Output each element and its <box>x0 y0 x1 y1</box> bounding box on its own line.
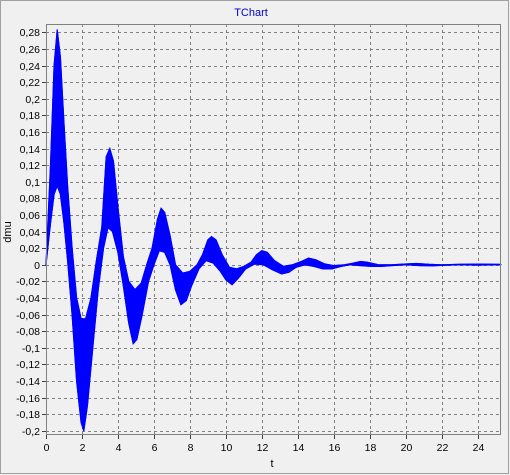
x-axis: 0 2 4 6 8 10 12 14 16 18 20 22 24 <box>44 435 485 454</box>
x-tick-label: 24 <box>473 442 485 454</box>
x-tick-label: 20 <box>401 442 413 454</box>
y-tick-label: -0,1 <box>22 343 40 355</box>
y-tick-label: -0,16 <box>16 393 40 405</box>
x-tick-label: 16 <box>329 442 341 454</box>
plot-border <box>46 24 501 435</box>
series-upper-line <box>45 29 502 320</box>
y-tick-label: -0,08 <box>16 326 40 338</box>
y-tick-label: 0 <box>34 260 40 272</box>
series-layer <box>45 29 502 432</box>
x-tick-label: 18 <box>365 442 377 454</box>
y-axis: -0,2 -0,18 -0,16 -0,14 -0,12 -0,1 -0,08 -0,06 -0… <box>16 27 46 438</box>
x-tick-label: 10 <box>221 442 233 454</box>
y-tick-label: -0,2 <box>22 426 40 438</box>
x-tick-label: 14 <box>293 442 305 454</box>
y-tick-label: 0,22 <box>20 77 41 89</box>
x-tick-label: 4 <box>116 442 122 454</box>
y-tick-label: -0,06 <box>16 310 40 322</box>
y-tick-label: -0,14 <box>16 376 40 388</box>
x-tick-label: 2 <box>80 442 86 454</box>
y-tick-label: 0,18 <box>20 110 41 122</box>
plot-area <box>46 24 501 435</box>
y-axis-title: dmu <box>2 221 14 242</box>
chart-title: TChart <box>234 7 268 19</box>
y-tick-label: 0,08 <box>20 193 41 205</box>
series-lower-line <box>45 184 502 431</box>
y-tick-label: 0,04 <box>20 227 41 239</box>
y-tick-label: 0,26 <box>20 44 41 56</box>
x-tick-label: 12 <box>257 442 269 454</box>
y-tick-label: 0,06 <box>20 210 41 222</box>
y-tick-label: -0,18 <box>16 409 40 421</box>
x-tick-label: 6 <box>152 442 158 454</box>
y-tick-label: 0,02 <box>20 243 41 255</box>
y-tick-label: -0,02 <box>16 276 40 288</box>
y-tick-label: -0,04 <box>16 293 40 305</box>
y-tick-label: 0,28 <box>20 27 41 39</box>
x-tick-label: 8 <box>188 442 194 454</box>
y-tick-label: -0,12 <box>16 359 40 371</box>
y-tick-label: 0,2 <box>25 94 40 106</box>
y-tick-label: 0,16 <box>20 127 41 139</box>
y-tick-label: 0,14 <box>20 144 41 156</box>
x-tick-label: 22 <box>437 442 449 454</box>
x-axis-title: t <box>270 458 273 470</box>
y-tick-label: 0,24 <box>20 61 41 73</box>
x-tick-label: 0 <box>44 442 50 454</box>
y-tick-label: 0,1 <box>25 177 40 189</box>
y-tick-label: 0,12 <box>20 160 41 172</box>
